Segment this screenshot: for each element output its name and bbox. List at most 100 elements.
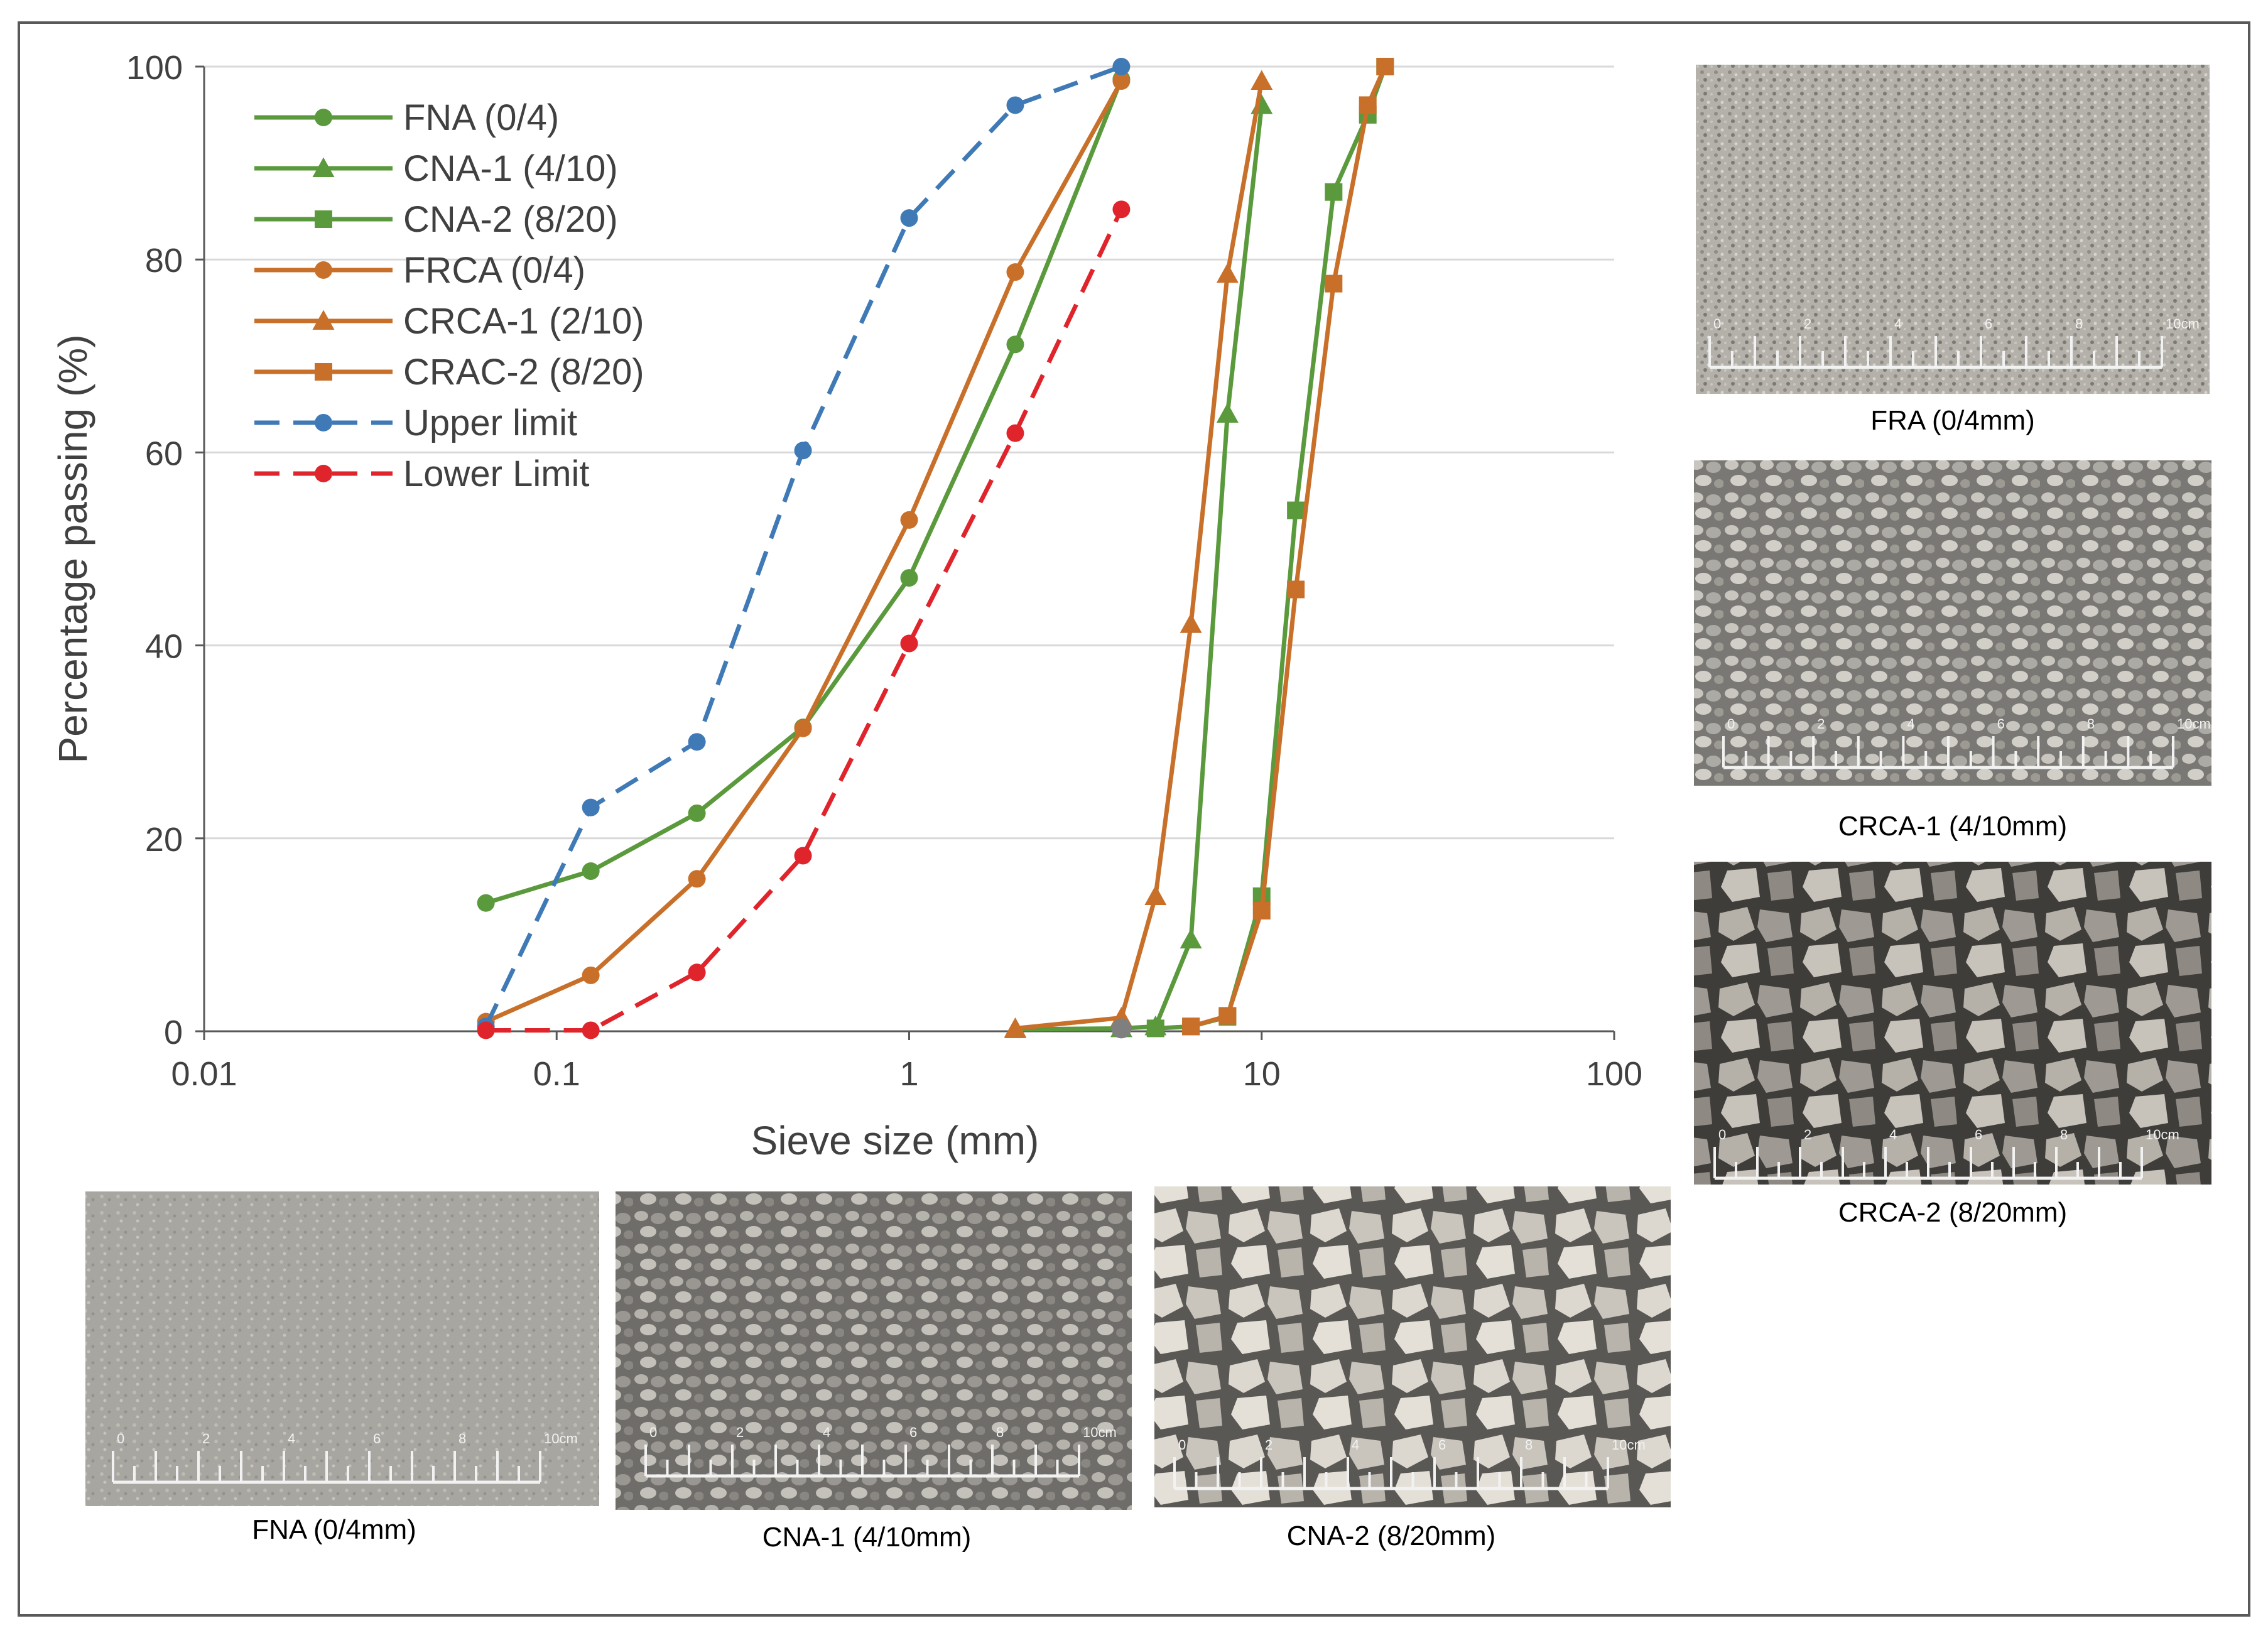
data-point	[1004, 1017, 1026, 1038]
legend-item: FRCA (0/4)	[254, 250, 585, 291]
legend-label: CNA-2 (8/20)	[403, 199, 618, 240]
data-point	[315, 465, 332, 482]
series-frca-0-4	[477, 72, 1131, 1031]
data-point	[1006, 335, 1024, 354]
photo-fra-image	[1696, 65, 2210, 394]
photo-fna-image	[85, 1191, 599, 1506]
data-point	[1112, 200, 1131, 219]
scale-label: 0	[1178, 1437, 1186, 1453]
data-point	[1180, 928, 1202, 949]
data-point	[1216, 403, 1239, 423]
data-point	[315, 261, 332, 279]
data-point	[1006, 96, 1024, 114]
series-upper-limit	[477, 58, 1131, 1036]
x-ticks: 0.01 0.1 1 10 100	[171, 1031, 1642, 1093]
photo-fna: 0 2 4 6 8 10cm FNA (0/4mm)	[85, 1191, 599, 1545]
scale-label: 8	[996, 1424, 1004, 1440]
scale-label: 0	[1718, 1127, 1726, 1142]
data-point	[315, 109, 332, 126]
scale-label: 8	[2075, 316, 2083, 332]
legend-item: CRCA-1 (2/10)	[254, 301, 644, 342]
data-point	[900, 634, 918, 653]
data-point	[688, 804, 706, 822]
photo-fna-caption: FNA (0/4mm)	[252, 1514, 416, 1545]
sample-photos: 0 2 4 6 8 10cm FRA (0/4mm) 0 2 4 6 8 10cm CRCA-1 (…	[85, 65, 2211, 1553]
data-point	[315, 414, 332, 431]
y-tick-label: 80	[145, 242, 183, 279]
data-point	[582, 862, 600, 881]
photo-cna2-caption: CNA-2 (8/20mm)	[1287, 1521, 1496, 1551]
photo-fna-scale: 0 2 4 6 8 10cm	[112, 1431, 578, 1484]
series-line	[1015, 80, 1264, 1031]
legend-label: Lower Limit	[403, 453, 590, 494]
x-tick-label: 10	[1243, 1055, 1281, 1093]
data-point	[1325, 274, 1343, 293]
scale-label: 6	[1985, 316, 1992, 332]
data-point	[688, 733, 706, 751]
data-point	[1006, 263, 1024, 281]
scale-label: 6	[1975, 1127, 1982, 1142]
data-point	[312, 157, 335, 177]
data-point	[582, 798, 600, 816]
legend-label: CRCA-1 (2/10)	[403, 301, 644, 342]
x-tick-label: 0.1	[533, 1055, 580, 1093]
data-point	[1182, 1017, 1200, 1036]
scale-label: 4	[1894, 316, 1902, 332]
data-point	[1112, 58, 1131, 75]
photo-cna2: 0 2 4 6 8 10cm CNA-2 (8/20mm)	[1154, 1186, 1671, 1551]
data-point	[582, 1021, 600, 1039]
scale-label: 10cm	[1612, 1437, 1646, 1453]
series-layer	[477, 58, 1394, 1039]
x-tick-label: 0.01	[171, 1055, 237, 1093]
scale-label: 0	[117, 1431, 124, 1446]
data-point	[312, 310, 335, 330]
photo-crca1: 0 2 4 6 8 10cm CRCA-1 (4/10mm)	[1694, 460, 2211, 842]
scale-label: 6	[373, 1431, 381, 1446]
photo-crca2: 0 2 4 6 8 10cm CRCA-2 (8/20mm)	[1694, 862, 2211, 1228]
scale-label: 8	[458, 1431, 466, 1446]
photo-fra-caption: FRA (0/4mm)	[1870, 405, 2035, 436]
legend-item: Upper limit	[254, 403, 577, 443]
scale-label: 4	[1907, 716, 1914, 732]
photo-crca2-image	[1694, 862, 2211, 1185]
photo-fra: 0 2 4 6 8 10cm FRA (0/4mm)	[1696, 65, 2210, 436]
plot-area	[204, 67, 1614, 1031]
scale-label: 8	[1525, 1437, 1533, 1453]
data-point	[688, 870, 706, 888]
data-point	[900, 209, 918, 227]
scale-label: 10cm	[2166, 316, 2200, 332]
scale-label: 4	[1889, 1127, 1897, 1142]
data-point	[477, 1021, 495, 1039]
scale-label: 6	[909, 1424, 917, 1440]
legend-label: FNA (0/4)	[403, 97, 559, 138]
photo-cna1-caption: CNA-1 (4/10mm)	[762, 1522, 972, 1553]
data-point	[1006, 424, 1024, 442]
data-point	[1216, 263, 1239, 283]
x-axis-title: Sieve size (mm)	[751, 1118, 1039, 1163]
photo-fra-scale: 0 2 4 6 8 10cm	[1708, 316, 2200, 369]
scale-label: 2	[1804, 316, 1811, 332]
data-point	[1359, 96, 1377, 114]
scale-label: 6	[1997, 716, 2005, 732]
photo-cna1: 0 2 4 6 8 10cm CNA-1 (4/10mm)	[616, 1191, 1132, 1553]
scale-label: 10cm	[2177, 716, 2211, 732]
x-tick-label: 100	[1586, 1055, 1642, 1093]
photo-crca2-scale: 0 2 4 6 8 10cm	[1713, 1127, 2179, 1180]
photo-crca1-scale: 0 2 4 6 8 10cm	[1722, 716, 2211, 769]
legend-label: CNA-1 (4/10)	[403, 148, 618, 189]
legend-item: CNA-1 (4/10)	[254, 148, 618, 189]
scale-label: 0	[649, 1424, 657, 1440]
scale-label: 4	[1352, 1437, 1359, 1453]
legend-item: Lower Limit	[254, 453, 590, 494]
legend-label: FRCA (0/4)	[403, 250, 585, 291]
legend-item: CRAC-2 (8/20)	[254, 352, 644, 393]
series-crac-2-8-20	[1182, 58, 1394, 1036]
scale-label: 0	[1727, 716, 1735, 732]
data-point	[315, 363, 332, 381]
data-point	[1146, 1019, 1164, 1038]
legend-item: CNA-2 (8/20)	[254, 199, 618, 240]
y-tick-label: 100	[126, 49, 183, 87]
scale-label: 10cm	[544, 1431, 578, 1446]
data-point	[315, 210, 332, 228]
data-point	[688, 963, 706, 982]
